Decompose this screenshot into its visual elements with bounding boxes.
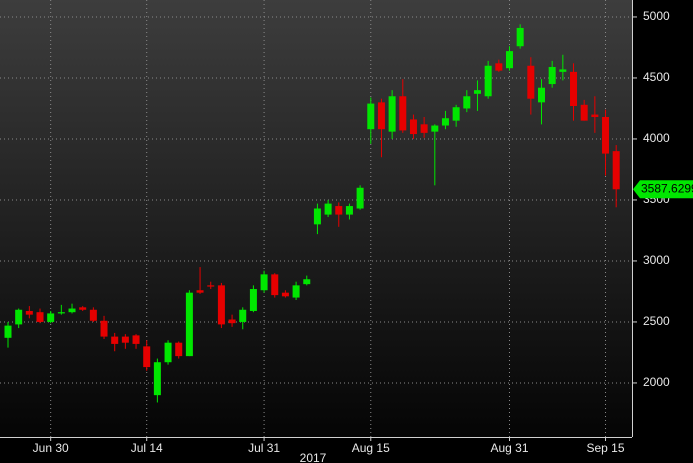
- candle-body: [89, 309, 97, 321]
- candle-body: [580, 104, 588, 121]
- candle-body: [260, 274, 268, 291]
- x-tick-label: Sep 15: [586, 441, 624, 455]
- y-tick-label: 2000: [643, 375, 670, 389]
- last-price-label: 3587.6299: [641, 181, 693, 195]
- candle-body: [175, 342, 183, 357]
- candle-body: [57, 312, 65, 314]
- candle-body: [121, 336, 129, 343]
- candle-body: [79, 307, 87, 310]
- candle-body: [36, 312, 44, 322]
- candle-body: [473, 90, 481, 94]
- candle-body: [452, 107, 460, 121]
- candle-body: [47, 313, 55, 322]
- candle-body: [25, 310, 33, 315]
- candle-body: [281, 292, 289, 297]
- candle-body: [239, 309, 247, 322]
- candle-body: [100, 320, 108, 337]
- x-year-label: 2017: [300, 451, 327, 463]
- candle-body: [431, 125, 439, 132]
- last-price-marker: [633, 180, 693, 199]
- candle-body: [602, 116, 610, 154]
- candle-body: [559, 69, 567, 72]
- candle-body: [111, 336, 119, 344]
- candle-body: [409, 119, 417, 135]
- candle-body: [228, 319, 236, 324]
- candle-body: [164, 342, 172, 363]
- candle-body: [484, 65, 492, 97]
- candle-body: [420, 124, 428, 133]
- candle-body: [388, 96, 396, 132]
- y-tick-label: 2500: [643, 314, 670, 328]
- candle-body: [548, 66, 556, 85]
- x-tick-label: Aug 15: [352, 441, 390, 455]
- candle-body: [185, 292, 193, 357]
- candle-body: [527, 65, 535, 99]
- candle-body: [196, 290, 204, 293]
- candle-body: [271, 274, 279, 296]
- y-tick-label: 3000: [643, 253, 670, 267]
- candle-body: [132, 335, 140, 344]
- candle-body: [516, 27, 524, 47]
- candle-body: [4, 325, 12, 338]
- candle-body: [15, 309, 23, 325]
- candle-body: [324, 203, 332, 215]
- candle-body: [153, 362, 161, 396]
- x-tick-label: Jul 14: [131, 441, 163, 455]
- candle-body: [249, 289, 257, 311]
- candle-body: [217, 285, 225, 325]
- candle-body: [367, 103, 375, 130]
- candle-body: [591, 114, 599, 117]
- candle-body: [399, 96, 407, 131]
- candle-body: [570, 71, 578, 107]
- candle-body: [68, 308, 76, 313]
- candle-body: [463, 96, 471, 109]
- y-tick-label: 4000: [643, 131, 670, 145]
- candle-body: [345, 206, 353, 215]
- x-tick-label: Jun 30: [33, 441, 69, 455]
- y-tick-label: 5000: [643, 9, 670, 23]
- candle-body: [441, 118, 449, 126]
- candle-body: [356, 187, 364, 209]
- candle-body: [313, 208, 321, 225]
- y-tick-label: 4500: [643, 70, 670, 84]
- x-tick-label: Aug 31: [490, 441, 528, 455]
- candle-body: [335, 206, 343, 215]
- candle-body: [612, 151, 620, 190]
- candle-body: [495, 63, 503, 71]
- candle-body: [292, 285, 300, 298]
- x-tick-label: Jul 31: [248, 441, 280, 455]
- candle-body: [505, 51, 513, 69]
- candle-body: [303, 279, 311, 285]
- candle-body: [207, 285, 215, 287]
- candle-body: [143, 346, 151, 368]
- candle-body: [377, 102, 385, 130]
- candle-body: [538, 87, 545, 103]
